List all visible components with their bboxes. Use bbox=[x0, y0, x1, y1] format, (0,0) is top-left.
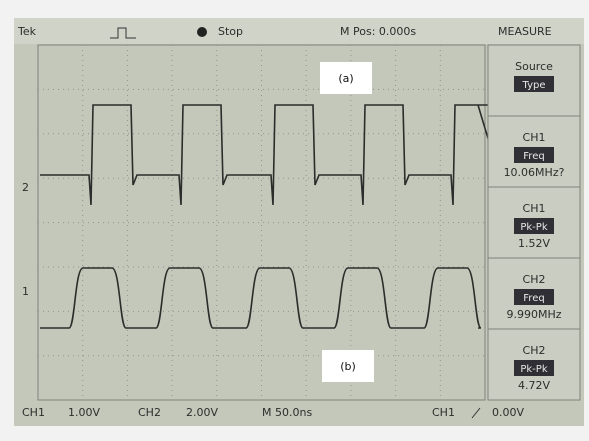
menu-button bbox=[514, 360, 554, 376]
menu-title: MEASURE bbox=[498, 25, 552, 38]
menu-label: CH1 bbox=[523, 131, 546, 144]
timebase: M 50.0ns bbox=[262, 406, 312, 419]
annotation: (b) bbox=[340, 360, 356, 373]
ch1-label: CH1 bbox=[22, 406, 45, 419]
menu-button-text: Freq bbox=[523, 151, 544, 162]
menu-button bbox=[514, 289, 554, 305]
stop-icon bbox=[197, 27, 207, 37]
channel-marker: 1 bbox=[22, 285, 29, 298]
trigger-source: CH1 bbox=[432, 406, 455, 419]
menu-reading: 9.990MHz bbox=[506, 308, 561, 321]
waveform-ch2 bbox=[40, 267, 482, 329]
menu-button bbox=[514, 218, 554, 234]
status: Stop bbox=[218, 25, 243, 38]
menu-button-text: Pk-Pk bbox=[520, 364, 547, 375]
brand: Tek bbox=[17, 25, 37, 38]
menu-label: CH2 bbox=[523, 344, 546, 357]
ch1-scale: 1.00V bbox=[68, 406, 100, 419]
menu-reading: 1.52V bbox=[518, 237, 550, 250]
ch2-scale: 2.00V bbox=[186, 406, 218, 419]
menu-reading: 4.72V bbox=[518, 379, 550, 392]
ch2-label: CH2 bbox=[138, 406, 161, 419]
position: M Pos: 0.000s bbox=[340, 25, 416, 38]
menu-reading: 10.06MHz? bbox=[504, 166, 565, 179]
top-bar bbox=[14, 18, 584, 44]
channel-marker: 2 bbox=[22, 181, 29, 194]
menu-button bbox=[514, 147, 554, 163]
annotation-box bbox=[320, 62, 372, 94]
trigger-level: 0.00V bbox=[492, 406, 524, 419]
graticule bbox=[37, 44, 486, 401]
trigger-icon bbox=[110, 27, 136, 39]
waveform-ch1 bbox=[40, 104, 500, 206]
menu-label: CH1 bbox=[523, 202, 546, 215]
menu-label: CH2 bbox=[523, 273, 546, 286]
trigger-slope bbox=[471, 407, 481, 419]
menu-button-text: Pk-Pk bbox=[520, 222, 547, 233]
menu-label: Source bbox=[515, 60, 553, 73]
measure-menu: Source Type CH1 Freq 10.06MHz? CH1 Pk-Pk 1.52V C… bbox=[487, 44, 581, 401]
menu-button bbox=[514, 76, 554, 92]
menu-button-text: Type bbox=[522, 80, 546, 91]
annotation: (a) bbox=[338, 72, 353, 85]
menu-button-text: Freq bbox=[523, 293, 544, 304]
annotation-box bbox=[322, 350, 374, 382]
